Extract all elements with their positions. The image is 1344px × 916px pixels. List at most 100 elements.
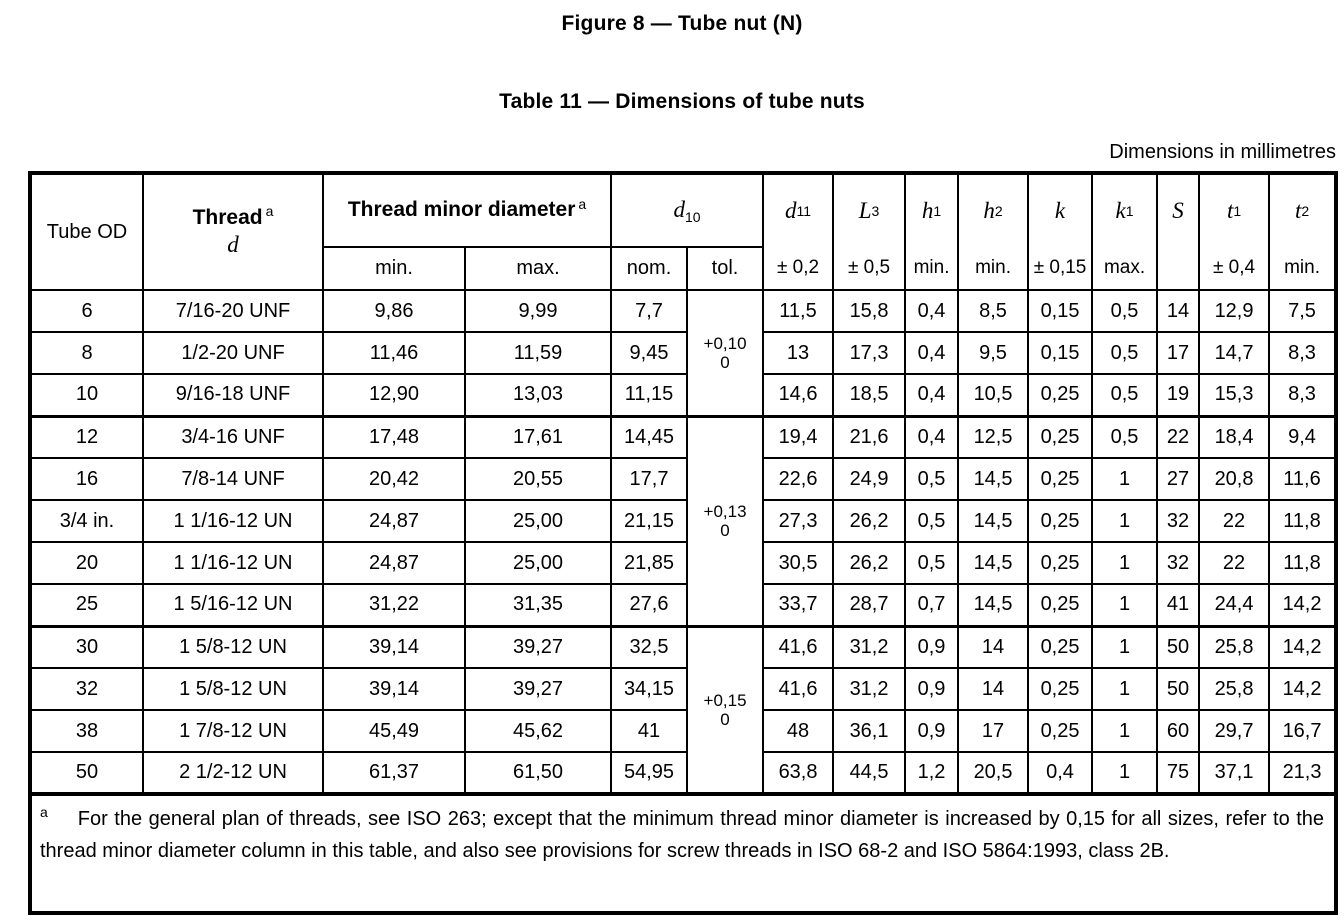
cell-d11: 63,8 xyxy=(762,751,835,795)
col-header-h2: h 2 min. xyxy=(957,172,1030,291)
cell-k: 0,25 xyxy=(1027,709,1094,753)
cell-t1: 25,8 xyxy=(1198,667,1271,711)
cell-t2: 7,5 xyxy=(1268,289,1338,333)
cell-h2: 14,5 xyxy=(957,499,1030,543)
cell-k1: 1 xyxy=(1091,667,1159,711)
cell-t1: 14,7 xyxy=(1198,331,1271,375)
cell-thread: 2 1/2-12 UN xyxy=(142,751,324,795)
cell-s: 14 xyxy=(1156,289,1201,333)
cell-tube-od: 16 xyxy=(29,457,144,501)
cell-s: 17 xyxy=(1156,331,1201,375)
cell-tube-od: 38 xyxy=(29,709,144,753)
cell-d11: 33,7 xyxy=(762,583,835,627)
cell-h2: 14,5 xyxy=(957,583,1030,627)
col-subheader-tmd-max: max. xyxy=(463,245,613,292)
cell-tmd-min: 24,87 xyxy=(322,499,466,543)
page-content: Figure 8 — Tube nut (N) Table 11 — Dimen… xyxy=(28,0,1339,915)
cell-t2: 11,8 xyxy=(1268,541,1338,585)
cell-s: 60 xyxy=(1156,709,1201,753)
cell-t2: 11,6 xyxy=(1268,457,1338,501)
cell-k1: 1 xyxy=(1091,751,1159,795)
cell-h1: 0,5 xyxy=(904,499,960,543)
cell-t1: 29,7 xyxy=(1198,709,1271,753)
header-row-2: min. max. nom. tol. xyxy=(30,245,1336,292)
cell-d10-tol: +0,10 0 xyxy=(686,289,765,417)
cell-d10-tol: +0,13 0 xyxy=(686,414,765,627)
table-row: 12 3/4-16 UNF 17,48 17,61 14,45 +0,13 0 19,4 21,… xyxy=(29,414,1338,627)
footnote-marker: a xyxy=(40,804,48,821)
table-row: 8 1/2-20 UNF 11,46 11,59 9,45 13 17,3 0,4 9,5 0,1… xyxy=(29,331,1338,375)
cell-d10-nom: 27,6 xyxy=(610,583,689,627)
cell-tmd-min: 61,37 xyxy=(322,751,466,795)
cell-d10-nom: 9,45 xyxy=(610,331,689,375)
table-row: 3/4 in. 1 1/16-12 UN 24,87 25,00 21,15 27,3 26… xyxy=(29,499,1338,543)
cell-d10-nom: 54,95 xyxy=(610,751,689,795)
cell-t1: 20,8 xyxy=(1198,457,1271,501)
cell-d11: 19,4 xyxy=(762,414,835,459)
cell-d10-nom: 17,7 xyxy=(610,457,689,501)
cell-t1: 22 xyxy=(1198,541,1271,585)
cell-thread: 1 5/8-12 UN xyxy=(142,624,324,669)
cell-s: 50 xyxy=(1156,667,1201,711)
thread-label-text: Thread xyxy=(192,206,263,229)
table-footnote: a For the general plan of threads, see IS… xyxy=(28,792,1338,914)
table-row: 10 9/16-18 UNF 12,90 13,03 11,15 14,6 18,5 0,4 1… xyxy=(29,373,1338,417)
cell-h1: 0,5 xyxy=(904,457,960,501)
col-header-t1: t 1 ± 0,4 xyxy=(1198,172,1271,291)
cell-d10-nom: 34,15 xyxy=(610,667,689,711)
cell-k: 0,25 xyxy=(1027,373,1094,417)
table-row: 25 1 5/16-12 UN 31,22 31,35 27,6 33,7 28,7 0,7 1… xyxy=(29,583,1338,627)
cell-k: 0,25 xyxy=(1027,541,1094,585)
cell-tmd-min: 11,46 xyxy=(322,331,466,375)
cell-k1: 1 xyxy=(1091,709,1159,753)
cell-k: 0,25 xyxy=(1027,583,1094,627)
cell-h1: 0,7 xyxy=(904,583,960,627)
cell-s: 19 xyxy=(1156,373,1201,417)
cell-tube-od: 6 xyxy=(29,289,144,333)
cell-l3: 28,7 xyxy=(832,583,907,627)
table-row: 6 7/16-20 UNF 9,86 9,99 7,7 +0,10 0 11,5 15,8 0,4… xyxy=(29,289,1338,417)
d10-symbol: d xyxy=(673,197,685,223)
table-row: 32 1 5/8-12 UN 39,14 39,27 34,15 41,6 31,2 0,9 1… xyxy=(29,667,1338,711)
cell-d10-tol: +0,15 0 xyxy=(686,624,765,795)
cell-k: 0,15 xyxy=(1027,331,1094,375)
cell-h1: 0,9 xyxy=(904,624,960,669)
footnote-text: For the general plan of threads, see ISO… xyxy=(40,808,1325,862)
cell-tube-od: 10 xyxy=(29,373,144,417)
cell-t1: 24,4 xyxy=(1198,583,1271,627)
table-header: Tube OD Thread a d Thread minor diameter a… xyxy=(29,172,1338,292)
cell-tmd-min: 20,42 xyxy=(322,457,466,501)
cell-tmd-min: 39,14 xyxy=(322,667,466,711)
cell-h1: 0,4 xyxy=(904,373,960,417)
cell-t2: 8,3 xyxy=(1268,373,1338,417)
cell-tube-od: 12 xyxy=(29,414,144,459)
cell-h2: 20,5 xyxy=(957,751,1030,795)
cell-s: 41 xyxy=(1156,583,1201,627)
cell-thread: 3/4-16 UNF xyxy=(142,414,324,459)
cell-thread: 1 5/16-12 UN xyxy=(142,583,324,627)
cell-d10-nom: 11,15 xyxy=(610,373,689,417)
column-tolerance-label: ± 0,15 xyxy=(1033,257,1087,278)
cell-h2: 8,5 xyxy=(957,289,1030,333)
cell-k: 0,25 xyxy=(1027,624,1094,669)
column-symbol: d 11 xyxy=(785,198,812,223)
cell-t2: 21,3 xyxy=(1268,751,1338,795)
cell-d11: 22,6 xyxy=(762,457,835,501)
cell-l3: 24,9 xyxy=(832,457,907,501)
col-header-tube-od: Tube OD xyxy=(29,172,144,291)
cell-k: 0,4 xyxy=(1027,751,1094,795)
tmd-label-text: Thread minor diameter xyxy=(347,198,576,222)
cell-k1: 0,5 xyxy=(1091,289,1159,333)
cell-d11: 41,6 xyxy=(762,624,835,669)
col-header-thread: Thread a d xyxy=(142,172,324,291)
col-header-s: S xyxy=(1156,172,1201,291)
cell-t1: 15,3 xyxy=(1198,373,1271,417)
cell-l3: 21,6 xyxy=(832,414,907,459)
column-tolerance-label: min. xyxy=(913,257,950,278)
thread-symbol: d xyxy=(227,232,239,257)
cell-tmd-max: 25,00 xyxy=(463,499,613,543)
